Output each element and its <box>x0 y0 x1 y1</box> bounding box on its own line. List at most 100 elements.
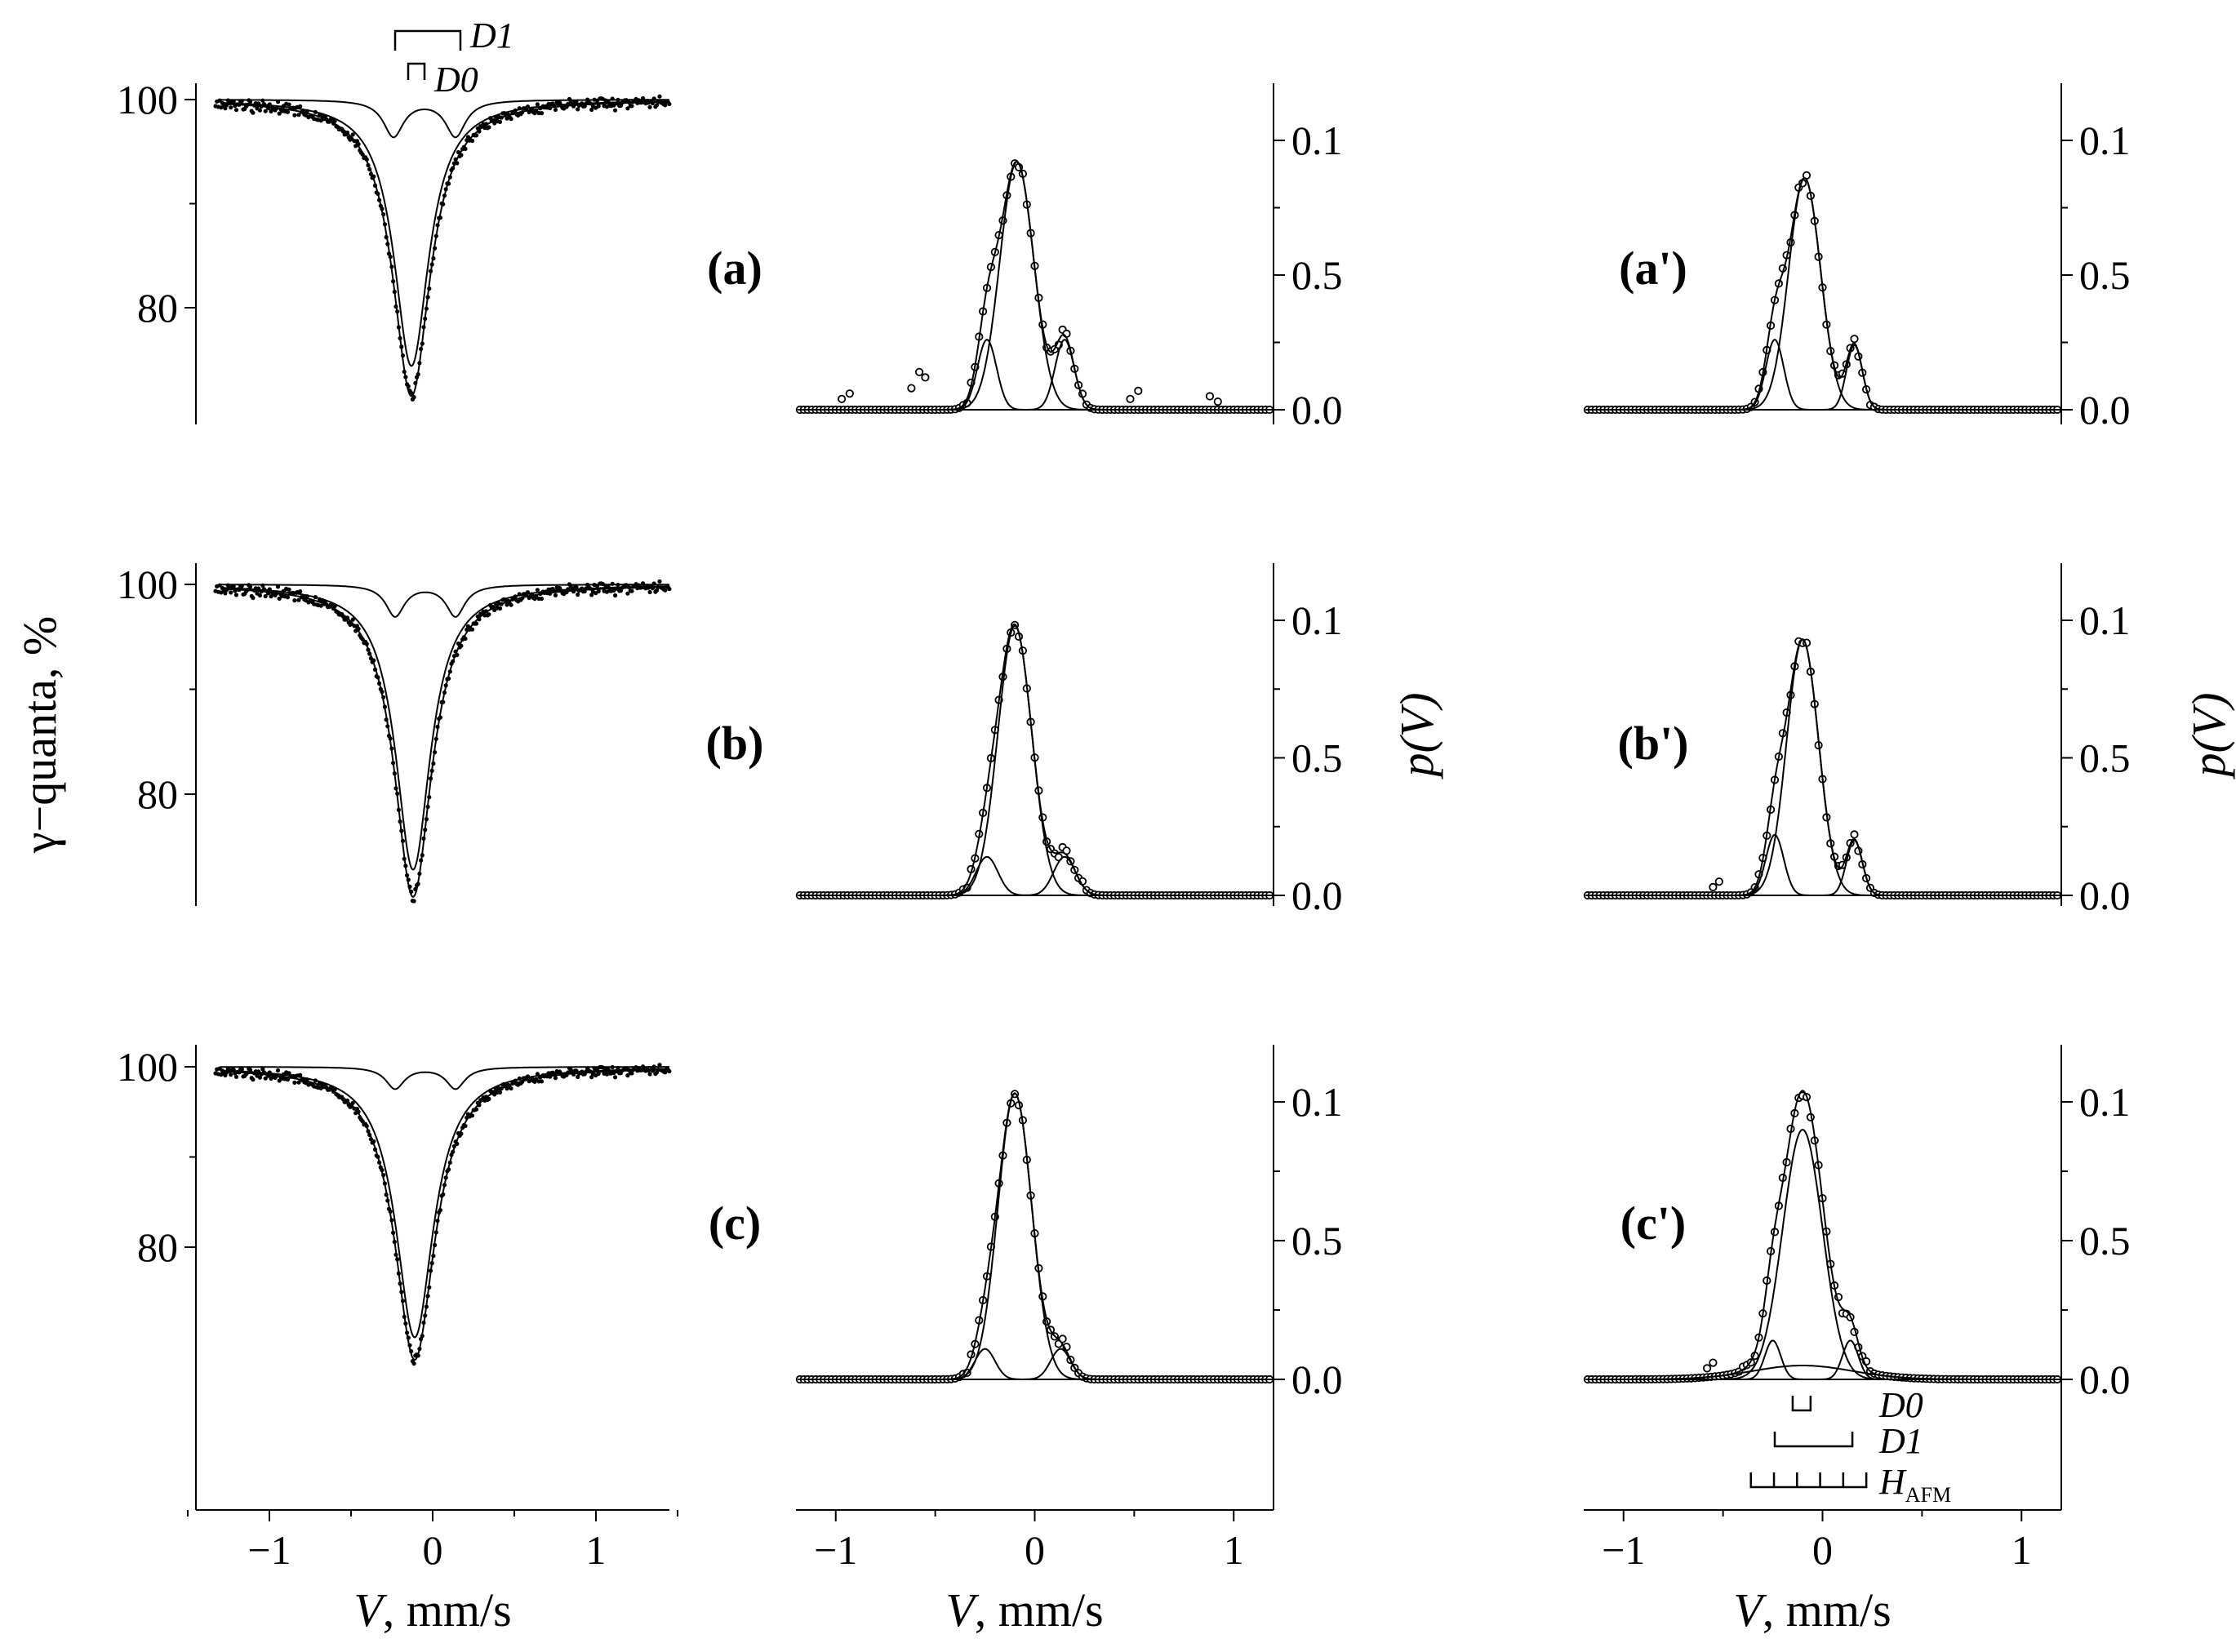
x-tick-label: 0 <box>1025 1527 1045 1573</box>
x-axis-label-right: V, mm/s <box>1733 1583 1891 1636</box>
distribution-point <box>838 394 847 403</box>
side-peak-1-line <box>1585 1339 2061 1380</box>
marker-label-bottom-h: HAFM <box>1878 1462 1951 1507</box>
y-tick-label: 0.1 <box>1291 118 1343 163</box>
experiment-point <box>629 104 634 109</box>
distribution-point <box>1205 392 1215 401</box>
panel-label: (c') <box>1620 1197 1687 1250</box>
experiment-point <box>229 1072 233 1077</box>
experiment-point <box>233 108 239 113</box>
marker-bracket-marker-d0 <box>1791 1396 1812 1412</box>
x-axis-var: V <box>1733 1583 1767 1636</box>
experiment-point <box>469 627 475 632</box>
experiment-point <box>647 589 652 595</box>
y-tick-label: 0.1 <box>1291 1079 1343 1125</box>
experiment-point <box>263 593 268 599</box>
experiment-point <box>247 584 253 589</box>
experiment-point <box>257 108 262 113</box>
experiment-point <box>509 117 513 122</box>
x-tick-label: 0 <box>1812 1527 1833 1573</box>
experiment-points <box>213 579 672 904</box>
main-peak-line <box>798 624 1274 896</box>
experiment-point <box>535 102 540 107</box>
experiment-point <box>497 606 503 611</box>
experiment-point <box>239 1067 244 1072</box>
x-tick-label: 1 <box>586 1527 607 1573</box>
experiment-points <box>213 1063 672 1366</box>
experiment-point <box>251 110 256 115</box>
experiment-point <box>292 113 297 118</box>
side-peak-1-line <box>1585 339 2061 411</box>
marker-label-bottom-d1: D1 <box>1878 1421 1923 1461</box>
main-peak-line <box>798 1092 1274 1380</box>
y-tick-label: 0.5 <box>1291 252 1343 298</box>
experiment-point <box>411 899 416 904</box>
experiment-point <box>263 1076 268 1081</box>
experiment-point <box>535 588 540 593</box>
experiment-point <box>487 1096 491 1101</box>
experiment-point <box>509 1086 513 1091</box>
experiment-point <box>647 1072 652 1077</box>
y-tick-label: 0.0 <box>1291 873 1343 918</box>
distribution-panel-b: 0.1 0.5 0.0 (b) <box>706 563 1343 918</box>
y-tick-label: 100 <box>117 562 178 607</box>
distribution-point <box>1134 386 1143 395</box>
experiment-point <box>298 589 303 594</box>
y-tick-label: 0.0 <box>2079 873 2131 918</box>
experiment-points <box>213 94 672 402</box>
side-peak-1-line <box>1585 833 2061 896</box>
x-tick-label: −1 <box>1602 1527 1645 1573</box>
distribution-point <box>1126 394 1135 403</box>
experiment-point <box>667 587 672 592</box>
singlet-line <box>220 100 669 367</box>
x-tick-label: −1 <box>247 1527 291 1573</box>
fit-total-line <box>220 100 669 397</box>
marker-h-sub: AFM <box>1905 1483 1951 1507</box>
experiment-point <box>589 107 594 113</box>
panel-label: (a') <box>1619 242 1687 295</box>
experiment-point <box>625 591 630 596</box>
experiment-point <box>350 132 355 137</box>
marker-label-top-d0: D0 <box>433 60 478 100</box>
y-tick-label: 0.5 <box>2079 1218 2131 1263</box>
singlet-line <box>220 585 669 871</box>
distribution-panel-a: 0.1 0.5 0.0 (a) <box>707 83 1343 433</box>
experiment-point <box>487 125 491 130</box>
experiment-point <box>292 1080 297 1085</box>
y-tick-label: 0.5 <box>1291 735 1343 781</box>
distribution-point <box>1850 830 1859 839</box>
experiment-point <box>625 106 630 111</box>
experiment-point <box>257 593 262 598</box>
experiment-point <box>469 138 475 144</box>
broad-component-line <box>1585 1365 2061 1380</box>
experiment-point <box>296 113 301 118</box>
experiment-point <box>596 104 601 109</box>
experiment-point <box>657 94 662 99</box>
experiment-point <box>350 1100 355 1105</box>
experiment-point <box>229 105 233 110</box>
distribution-point <box>1062 329 1071 338</box>
experiment-point <box>275 1068 281 1073</box>
experiment-point <box>287 1071 291 1076</box>
x-tick-label: −1 <box>814 1527 857 1573</box>
fit-total-line <box>798 623 1274 896</box>
spectrum-panel-c: −1 0 1 100 80 <box>117 1044 678 1573</box>
x-tick-label: 1 <box>2012 1527 2032 1573</box>
experiment-point <box>287 587 291 592</box>
marker-bracket-d0 <box>407 62 426 80</box>
spectrum-panel-a: 100 80 <box>117 29 672 424</box>
y-tick-label: 0.5 <box>1291 1218 1343 1263</box>
doublet-line <box>220 584 669 618</box>
panel-label: (b) <box>706 717 764 770</box>
distribution-panel-c: 0.1 0.5 0.0 −1 0 1 (c) <box>709 1045 1343 1573</box>
experiment-point <box>663 1070 668 1075</box>
experiment-point <box>657 579 662 584</box>
experiment-point <box>223 106 228 111</box>
fit-total-line <box>220 586 669 899</box>
distribution-panel-c-prime: 0.1 0.5 0.0 −1 0 1 (c') <box>1583 1045 2131 1573</box>
experiment-point <box>553 1076 558 1081</box>
distribution-point <box>921 373 930 382</box>
experiment-point <box>296 597 301 602</box>
y-tick-label: 0.0 <box>2079 387 2131 433</box>
marker-bracket-d1 <box>393 29 462 51</box>
